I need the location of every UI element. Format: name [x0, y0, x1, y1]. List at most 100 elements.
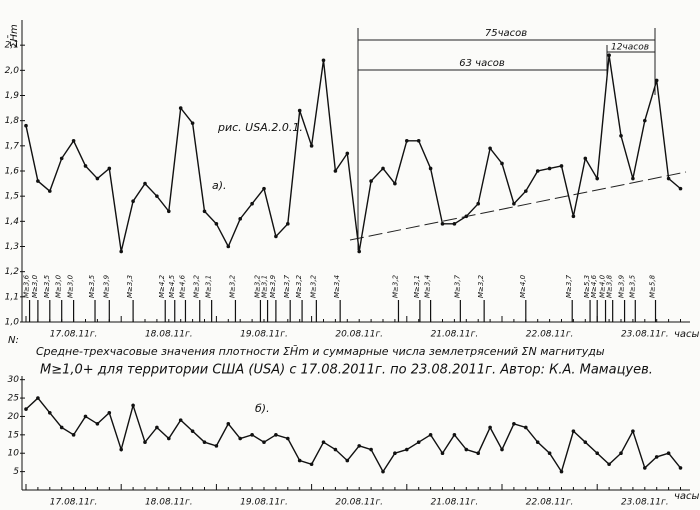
data-line [25, 55, 681, 252]
x-tick-label: 22.08.11г. [526, 498, 574, 508]
data-point [547, 451, 552, 456]
data-point [476, 451, 481, 456]
y-tick-label: 1,9 [5, 91, 20, 101]
y-tick-label: 5 [13, 467, 19, 477]
x-tick-label: 23.08.11г. [621, 498, 669, 508]
event-label: M≥3,7 [283, 274, 291, 298]
data-point [333, 169, 338, 173]
event-label: M≥3,4 [424, 275, 432, 298]
data-point [500, 447, 504, 452]
event-label: M≥3,6 [23, 274, 31, 298]
figure-label: рис. USA.2.0.1. [217, 121, 303, 134]
y-tick-label: 1,3 [5, 242, 20, 252]
event-label: M≥3,1 [261, 275, 269, 298]
data-point [71, 433, 76, 437]
data-point [226, 422, 231, 426]
data-point [262, 186, 266, 191]
data-point [643, 466, 647, 470]
data-point [488, 425, 492, 430]
data-point [500, 161, 504, 166]
data-point [190, 121, 195, 125]
data-point [309, 462, 314, 467]
event-label: M≥3,2 [253, 274, 261, 298]
y-axis-label: N: [8, 335, 19, 346]
data-point [143, 181, 147, 186]
panel-label: а). [212, 179, 227, 192]
event-label: M≥4,0 [599, 274, 607, 298]
y-tick-label: 2,1 [5, 41, 19, 51]
event-label: M≥3,5 [628, 274, 636, 298]
data-point [666, 176, 671, 181]
data-point [83, 164, 88, 168]
data-point [654, 455, 659, 459]
y-tick-label: 10 [8, 449, 20, 459]
data-point [619, 133, 623, 138]
data-point [369, 179, 373, 183]
data-point [250, 201, 254, 206]
data-point [178, 418, 183, 422]
event-label: M≥3,0 [55, 274, 63, 298]
event-label: M≥3,5 [88, 274, 96, 298]
event-label: M≥3,2 [228, 274, 236, 298]
data-point [107, 166, 112, 171]
data-point [607, 462, 611, 467]
data-point [583, 440, 588, 444]
data-point [131, 199, 135, 203]
data-point [678, 466, 683, 470]
data-point [71, 139, 76, 143]
data-point [274, 234, 278, 239]
data-point [24, 407, 28, 411]
event-label: M≥3,7 [453, 274, 461, 298]
data-point [119, 447, 123, 452]
event-label: M≥5,8 [649, 274, 657, 298]
data-point [643, 118, 647, 123]
data-point [381, 469, 385, 474]
data-point [143, 440, 147, 444]
data-point [286, 436, 290, 441]
data-point [631, 429, 635, 433]
data-point [333, 447, 338, 452]
event-label: M≥3,8 [606, 274, 614, 298]
event-label: M≥3,2 [193, 274, 201, 298]
data-point [286, 222, 290, 226]
data-point [512, 201, 516, 206]
event-label: M≥5,3 [583, 275, 591, 298]
event-label: M≥3,9 [102, 274, 110, 298]
data-point [416, 440, 421, 444]
data-point [107, 410, 112, 415]
x-tick-label: 17.08.11г. [50, 330, 98, 340]
y-tick-label: 15 [8, 430, 20, 440]
data-point [393, 451, 397, 456]
data-point [452, 222, 457, 226]
data-point [59, 156, 64, 161]
data-point [36, 396, 40, 400]
data-point [321, 440, 326, 444]
x-tick-label: 23.08.11г. [621, 330, 669, 340]
data-line [25, 397, 682, 474]
data-point [24, 123, 28, 128]
y-tick-label: 20 [8, 412, 20, 422]
data-point [167, 209, 171, 214]
caption: M≥1,0+ для территории США (USA) с 17.08.… [40, 363, 653, 378]
data-point [202, 440, 207, 444]
data-point [666, 451, 671, 456]
data-point [214, 222, 219, 226]
event-label: M≥3,1 [205, 275, 213, 298]
data-point [214, 444, 219, 448]
x-tick-label: 22.08.11г. [526, 330, 574, 340]
data-point [607, 53, 611, 58]
data-point [83, 414, 88, 419]
x-tick-label: 19.08.11г. [240, 498, 288, 508]
y-tick-label: 2,0 [5, 66, 20, 76]
x-tick-label: 21.08.11г. [431, 330, 479, 340]
y-tick-label: 1,0 [5, 318, 20, 328]
y-tick-label: 1,2 [5, 267, 20, 277]
data-point [428, 166, 433, 171]
data-point [428, 433, 433, 437]
data-point [654, 78, 659, 83]
data-point [131, 403, 135, 408]
data-point [524, 189, 528, 193]
data-point [345, 458, 350, 463]
data-point [393, 181, 397, 186]
event-label: M≥4,6 [590, 274, 598, 298]
